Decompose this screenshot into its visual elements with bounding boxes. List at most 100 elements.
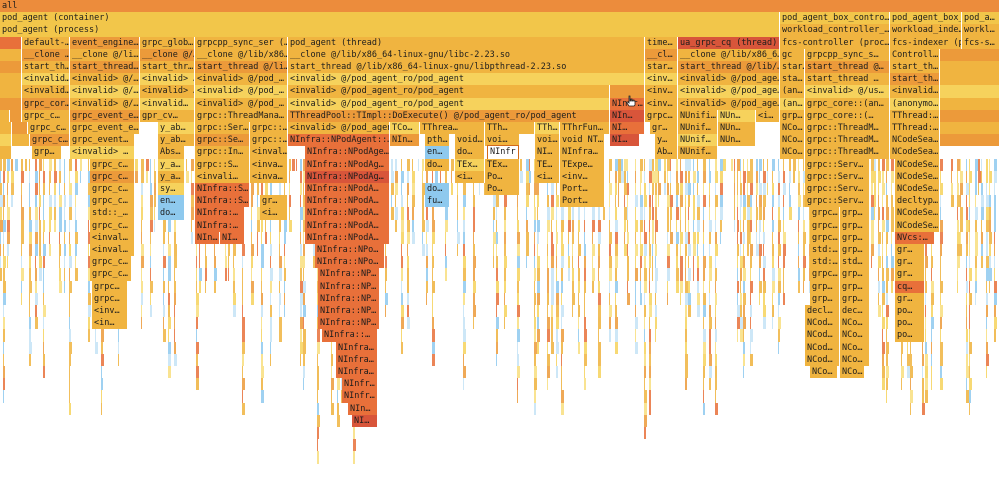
flame-frame[interactable]: <invalid> @/us… xyxy=(805,85,890,98)
flame-frame[interactable]: __clone @/li… xyxy=(70,48,140,61)
flame-frame[interactable]: grpc_c… xyxy=(90,170,135,183)
flame-frame[interactable]: event_engine… xyxy=(70,36,140,49)
flame-frame[interactable]: grpcpp_sync_s… xyxy=(805,48,890,61)
flame-frame[interactable]: grp… xyxy=(840,219,870,232)
flame-frame[interactable] xyxy=(940,61,1000,74)
flame-frame[interactable]: pod_agent (container) xyxy=(0,12,780,25)
flame-frame[interactable]: <invalid> … xyxy=(140,85,195,98)
flame-frame[interactable]: NUnif… xyxy=(678,134,718,147)
flame-frame[interactable] xyxy=(940,122,1000,135)
flame-frame[interactable]: workload_inde… xyxy=(890,24,962,37)
flame-frame[interactable]: grpc… xyxy=(92,280,128,293)
flame-frame[interactable]: grpc::ThreadM… xyxy=(805,122,890,135)
flame-frame[interactable]: dec… xyxy=(840,305,870,318)
flame-frame[interactable]: NCodeSe… xyxy=(895,219,940,232)
flame-frame[interactable] xyxy=(0,73,22,86)
flame-frame[interactable]: TTh… xyxy=(535,122,560,135)
flame-frame[interactable]: gr… xyxy=(895,256,925,269)
flame-frame[interactable]: <invalid> @/pod_agent_ro/p… xyxy=(288,122,390,135)
flame-frame[interactable]: <invalid> … xyxy=(70,146,135,159)
flame-frame[interactable] xyxy=(0,48,22,61)
flame-frame[interactable]: workl… xyxy=(962,24,1000,37)
flame-frame[interactable]: NInfra::NPodAgent::… xyxy=(288,134,390,147)
flame-frame[interactable]: start_thread @… xyxy=(805,61,890,74)
flame-frame[interactable]: <i… xyxy=(535,170,560,183)
flame-frame[interactable]: grpc_event_e… xyxy=(70,122,140,135)
flame-frame[interactable]: NInfr… xyxy=(610,97,645,110)
flame-frame[interactable]: <inv… xyxy=(645,73,678,86)
flame-frame[interactable]: NInfra… xyxy=(336,341,378,354)
flame-frame[interactable]: <invalid… xyxy=(22,73,70,86)
flame-frame[interactable]: <inval… xyxy=(90,231,135,244)
flame-frame[interactable]: grpc::Serv… xyxy=(805,183,870,196)
flame-frame[interactable]: Po… xyxy=(485,183,520,196)
flame-frame[interactable]: <in… xyxy=(92,317,128,330)
flame-frame[interactable]: grpc… xyxy=(810,231,840,244)
flame-frame[interactable]: grpc_c… xyxy=(22,109,70,122)
flame-frame[interactable]: Ab… xyxy=(655,146,678,159)
flame-frame[interactable]: void… xyxy=(455,134,485,147)
flame-frame[interactable]: voi… xyxy=(535,134,560,147)
flame-frame[interactable]: <inval… xyxy=(90,244,135,257)
flame-frame[interactable]: start_th… xyxy=(890,61,940,74)
flame-frame[interactable]: <inval… xyxy=(250,146,288,159)
flame-frame[interactable]: start_th… xyxy=(22,61,70,74)
flame-frame[interactable]: NInfr… xyxy=(342,390,378,403)
flame-frame[interactable]: NCodeSea… xyxy=(890,134,940,147)
flame-frame[interactable]: gc xyxy=(780,48,805,61)
flame-frame[interactable]: NInfra::NP… xyxy=(318,280,380,293)
flame-frame[interactable]: grpc_c… xyxy=(30,134,70,147)
flame-frame[interactable]: (an… xyxy=(780,97,805,110)
flame-frame[interactable]: grpc::Se… xyxy=(195,134,250,147)
flame-frame[interactable] xyxy=(0,146,12,159)
flame-frame[interactable]: Port… xyxy=(560,183,605,196)
flame-frame[interactable]: NInfra::S… xyxy=(195,195,250,208)
flame-frame[interactable]: grp… xyxy=(840,207,870,220)
flame-frame[interactable]: star… xyxy=(645,61,678,74)
flame-frame[interactable]: NInfra::NPodAge… xyxy=(305,146,390,159)
flame-frame[interactable]: en… xyxy=(158,195,185,208)
flame-frame[interactable]: NInfr… xyxy=(342,378,378,391)
flame-frame[interactable]: <invalid> @/pod_age… xyxy=(678,85,780,98)
flame-frame[interactable]: grpc::ThreadM… xyxy=(805,146,890,159)
flame-frame[interactable]: grpc_c… xyxy=(90,158,135,171)
flame-frame[interactable] xyxy=(0,134,12,147)
flame-frame[interactable]: do… xyxy=(455,146,485,159)
flame-frame[interactable]: NI… xyxy=(610,122,645,135)
flame-frame[interactable]: NIn… xyxy=(390,134,420,147)
flame-frame[interactable]: <invalid> @/pod_… xyxy=(195,73,288,86)
flame-frame[interactable]: start_thr… xyxy=(140,61,195,74)
flame-frame[interactable]: TExpe… xyxy=(560,158,605,171)
flame-frame[interactable]: grpc_c… xyxy=(28,122,70,135)
flame-frame[interactable]: grpc_cor… xyxy=(22,97,70,110)
flame-frame[interactable]: grpc_core::(an… xyxy=(805,97,890,110)
flame-frame[interactable]: grpc::Serv… xyxy=(805,158,870,171)
flame-frame[interactable]: NInfra::NPodA… xyxy=(305,207,390,220)
flame-frame[interactable] xyxy=(940,48,1000,61)
flame-frame[interactable]: NUn… xyxy=(718,122,756,135)
flame-frame[interactable]: NCod… xyxy=(805,317,840,330)
flame-frame[interactable]: NUnif… xyxy=(678,122,718,135)
flame-frame[interactable]: NUnifi… xyxy=(678,109,718,122)
flame-frame[interactable]: pth… xyxy=(425,134,450,147)
flame-frame[interactable]: NI… xyxy=(220,231,245,244)
flame-frame[interactable] xyxy=(0,85,22,98)
flame-frame[interactable]: start_thread @/lib/… xyxy=(678,61,780,74)
flame-frame[interactable]: y… xyxy=(655,134,678,147)
flame-frame[interactable]: TEx… xyxy=(485,158,520,171)
flame-frame[interactable]: start_thread… xyxy=(70,61,140,74)
flame-frame[interactable]: NCo… xyxy=(840,366,865,379)
flame-frame[interactable]: grpc::… xyxy=(250,134,288,147)
flame-frame[interactable] xyxy=(0,122,12,135)
flame-frame[interactable]: NCodeSea… xyxy=(890,146,940,159)
flame-frame[interactable]: NI… xyxy=(610,134,640,147)
flame-frame[interactable]: po… xyxy=(895,317,925,330)
flame-frame[interactable]: fu… xyxy=(425,195,450,208)
flame-frame[interactable]: __clone @/lib/x86_64-linux-gnu/libc-2.23… xyxy=(288,48,645,61)
flame-frame[interactable] xyxy=(940,134,1000,147)
flame-frame[interactable]: <i… xyxy=(756,109,780,122)
flame-frame[interactable]: NInfra::NPodAg… xyxy=(305,158,390,171)
flame-frame[interactable]: NUnif… xyxy=(678,146,718,159)
flame-frame[interactable] xyxy=(0,97,22,110)
flame-frame[interactable]: NCo… xyxy=(780,122,805,135)
